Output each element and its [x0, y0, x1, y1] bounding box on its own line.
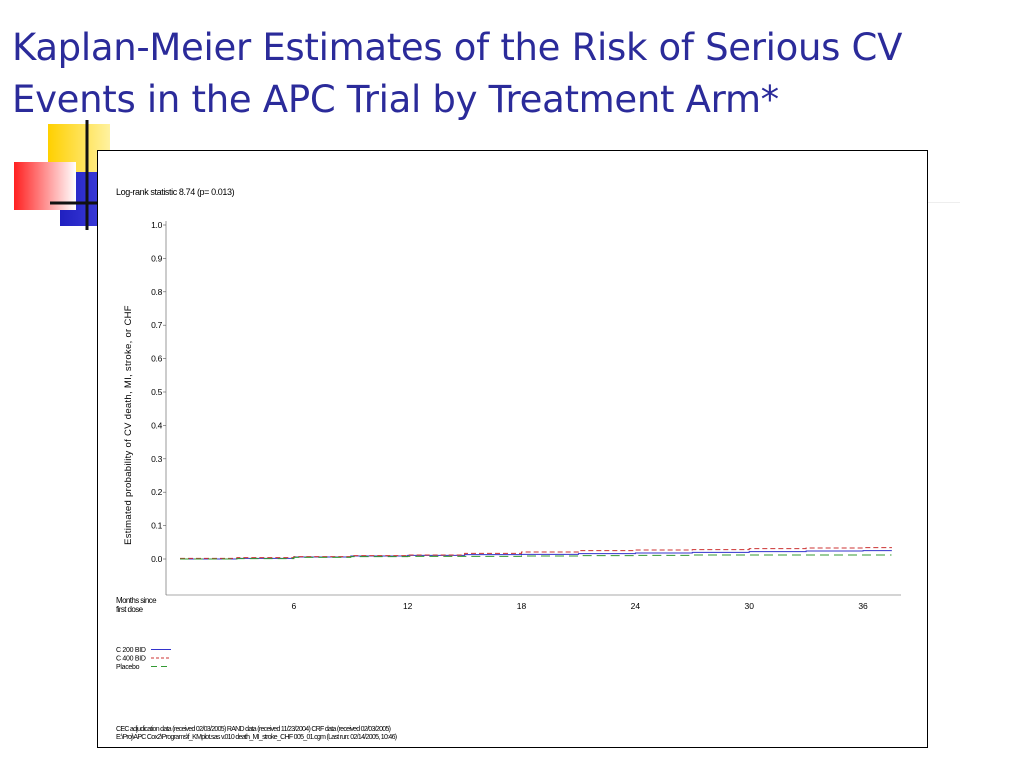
x-tick-label: 36	[858, 601, 868, 611]
y-tick-label: 0.3	[151, 454, 162, 464]
km-chart: Log-rank statistic 8.74 (p= 0.013) Estim…	[116, 187, 901, 741]
y-axis-label: Estimated probability of CV death, MI, s…	[123, 305, 134, 545]
y-tick-label: 0.1	[151, 521, 162, 531]
series-line-placebo	[180, 554, 892, 560]
series-group	[180, 547, 893, 560]
series-line-c-400-bid	[180, 547, 893, 559]
footnote-line-1: CEC adjudication data (received 02/03/20…	[116, 726, 391, 733]
km-chart-frame: Log-rank statistic 8.74 (p= 0.013) Estim…	[97, 150, 928, 748]
legend-label: C 400 BID	[116, 656, 146, 663]
footnote-line-2: E:\Proj\APC Cox2\Programs\f_KMplot.sas v…	[116, 734, 397, 741]
y-tick-label: 0.0	[151, 554, 162, 564]
y-axis: 1.0 0.9 0.8 0.7 0.6 0.5 0.4 0.3 0.2 0.1 0.0	[151, 220, 167, 595]
legend-label: C 200 BID	[116, 647, 146, 654]
x-tick-label: 30	[744, 601, 754, 611]
legend-label: Placebo	[116, 664, 140, 671]
chart-subtitle: Log-rank statistic 8.74 (p= 0.013)	[116, 187, 235, 197]
y-tick-label: 0.8	[151, 287, 162, 297]
x-tick-label: 24	[631, 601, 641, 611]
y-tick-label: 0.6	[151, 354, 162, 364]
y-tick-label: 0.4	[151, 420, 162, 430]
y-tick-label: 1.0	[151, 220, 162, 230]
y-tick-label: 0.9	[151, 253, 162, 263]
x-axis-label-line-1: Months since	[116, 596, 157, 605]
slide-title: Kaplan-Meier Estimates of the Risk of Se…	[12, 22, 1012, 126]
y-tick-label: 0.2	[151, 487, 162, 497]
x-axis-label-line-2: first dose	[116, 605, 144, 614]
x-tick-label: 12	[403, 601, 413, 611]
x-tick-label: 18	[517, 601, 527, 611]
x-axis: 6 12 18 24 30 36	[166, 594, 901, 611]
y-tick-label: 0.5	[151, 387, 162, 397]
y-tick-label: 0.7	[151, 320, 162, 330]
slide-title-line-2: Events in the APC Trial by Treatment Arm…	[12, 78, 779, 121]
x-tick-label: 6	[291, 601, 296, 611]
slide-title-line-1: Kaplan-Meier Estimates of the Risk of Se…	[12, 26, 903, 69]
